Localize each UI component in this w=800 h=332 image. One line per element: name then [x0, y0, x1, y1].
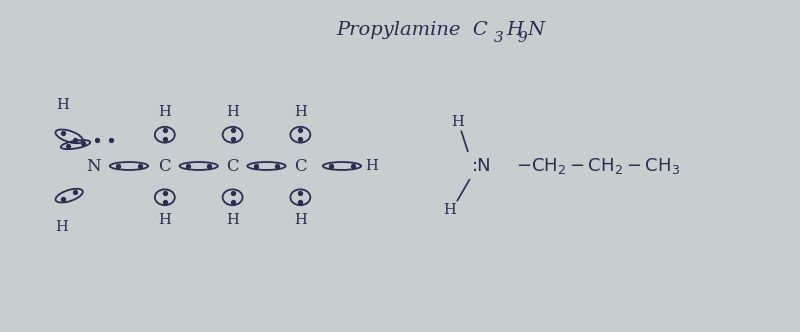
Text: H: H [226, 213, 239, 227]
Text: H: H [443, 204, 456, 217]
Text: H: H [294, 213, 306, 227]
Text: Propylamine  C: Propylamine C [336, 21, 488, 39]
Text: H: H [451, 115, 464, 128]
Text: N: N [527, 21, 545, 39]
Text: :N: :N [472, 157, 491, 175]
Text: H: H [506, 21, 523, 39]
Text: H: H [55, 220, 67, 234]
Text: N: N [86, 157, 100, 175]
Text: H: H [294, 105, 306, 119]
Text: H: H [158, 105, 171, 119]
Text: H: H [366, 159, 378, 173]
Text: H: H [226, 105, 239, 119]
Text: H: H [158, 213, 171, 227]
Text: $-\mathregular{CH_2}-\mathregular{CH_2}-\mathregular{CH_3}$: $-\mathregular{CH_2}-\mathregular{CH_2}-… [515, 156, 680, 176]
Text: C: C [158, 157, 171, 175]
Text: C: C [226, 157, 239, 175]
Text: C: C [294, 157, 306, 175]
Text: 3: 3 [494, 31, 504, 45]
Text: 9: 9 [518, 31, 528, 45]
Text: H: H [56, 98, 69, 112]
